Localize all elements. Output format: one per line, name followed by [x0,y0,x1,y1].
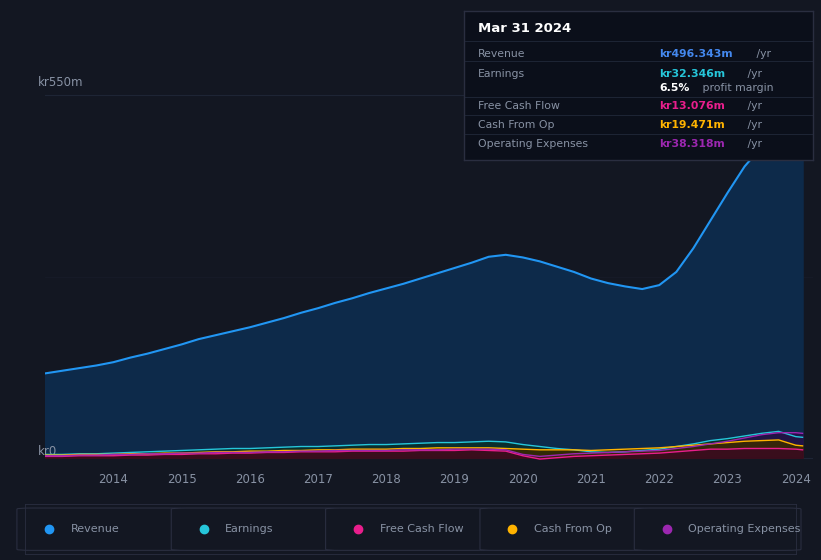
Text: Revenue: Revenue [71,524,120,534]
Text: Free Cash Flow: Free Cash Flow [478,101,560,111]
Text: /yr: /yr [745,68,763,78]
Text: Free Cash Flow: Free Cash Flow [379,524,463,534]
Text: kr38.318m: kr38.318m [659,139,725,149]
Text: Earnings: Earnings [225,524,273,534]
Text: kr13.076m: kr13.076m [659,101,725,111]
FancyBboxPatch shape [172,508,338,550]
Text: kr496.343m: kr496.343m [659,49,733,59]
Text: kr0: kr0 [38,445,57,458]
Text: Cash From Op: Cash From Op [478,120,554,130]
Text: kr32.346m: kr32.346m [659,68,726,78]
Text: /yr: /yr [745,139,763,149]
Text: Operating Expenses: Operating Expenses [478,139,588,149]
Text: Mar 31 2024: Mar 31 2024 [478,22,571,35]
Text: 6.5%: 6.5% [659,83,690,94]
Text: /yr: /yr [745,120,763,130]
Text: profit margin: profit margin [699,83,773,94]
Text: Earnings: Earnings [478,68,525,78]
Text: /yr: /yr [754,49,772,59]
FancyBboxPatch shape [326,508,493,550]
Text: Cash From Op: Cash From Op [534,524,612,534]
Text: Operating Expenses: Operating Expenses [688,524,800,534]
Text: /yr: /yr [745,101,763,111]
Text: Revenue: Revenue [478,49,525,59]
FancyBboxPatch shape [480,508,647,550]
FancyBboxPatch shape [17,508,184,550]
FancyBboxPatch shape [635,508,801,550]
Text: kr550m: kr550m [38,76,83,88]
Text: kr19.471m: kr19.471m [659,120,725,130]
